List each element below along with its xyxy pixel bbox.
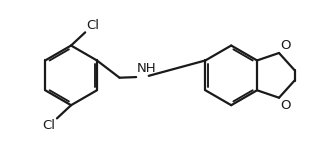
Text: O: O xyxy=(280,99,291,112)
Text: O: O xyxy=(280,39,291,52)
Text: Cl: Cl xyxy=(43,119,56,132)
Text: Cl: Cl xyxy=(86,19,100,32)
Text: NH: NH xyxy=(137,62,156,75)
